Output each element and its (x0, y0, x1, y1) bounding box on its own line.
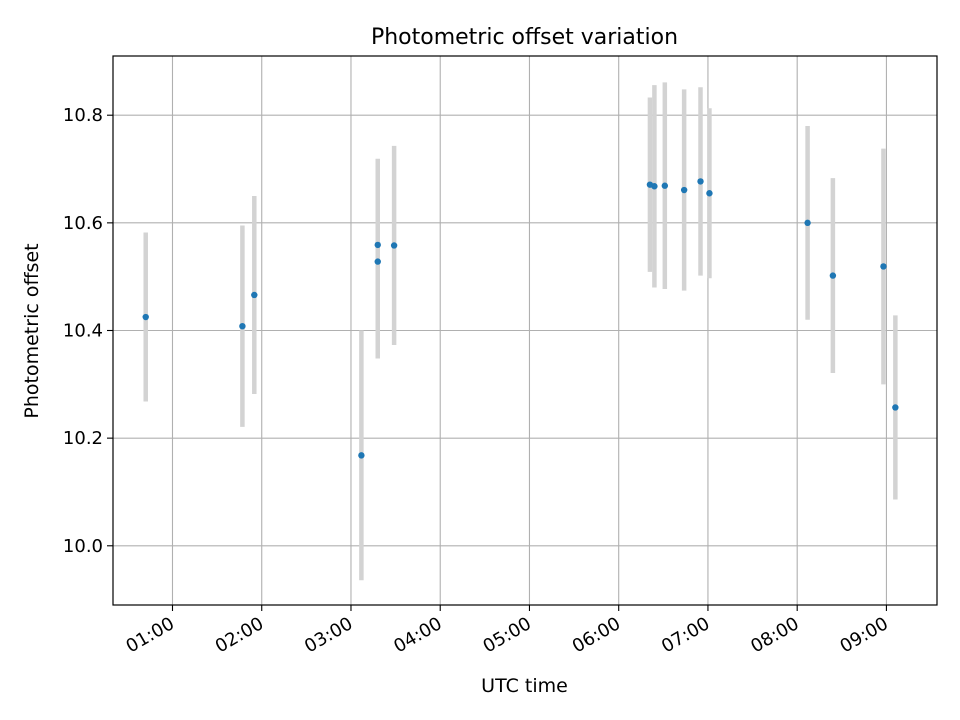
data-point (390, 242, 398, 249)
data-point (239, 322, 246, 330)
data-point (374, 241, 381, 249)
x-axis-label: UTC time (481, 675, 568, 697)
data-point (251, 291, 258, 299)
y-axis-ticks: 10.0 10.2 10.4 10.6 10.8 (63, 105, 113, 557)
data-point (706, 190, 713, 197)
data-points (142, 178, 899, 459)
data-point (892, 404, 899, 411)
data-point (358, 452, 365, 459)
data-point (880, 263, 887, 270)
chart-title: Photometric offset variation (371, 25, 678, 50)
y-tick-label: 10.4 (63, 321, 103, 342)
y-tick-label: 10.6 (63, 213, 103, 234)
data-point (142, 313, 149, 321)
data-point (651, 183, 658, 190)
data-point (829, 272, 837, 279)
y-tick-label: 10.8 (63, 105, 103, 126)
y-tick-label: 10.2 (63, 428, 103, 449)
y-axis-label: Photometric offset (21, 243, 43, 418)
grid (113, 56, 937, 605)
data-point (661, 182, 669, 189)
y-tick-label: 10.0 (63, 536, 103, 557)
data-point (804, 219, 811, 227)
data-point (680, 186, 688, 194)
data-point (374, 258, 381, 265)
data-point (697, 178, 704, 185)
